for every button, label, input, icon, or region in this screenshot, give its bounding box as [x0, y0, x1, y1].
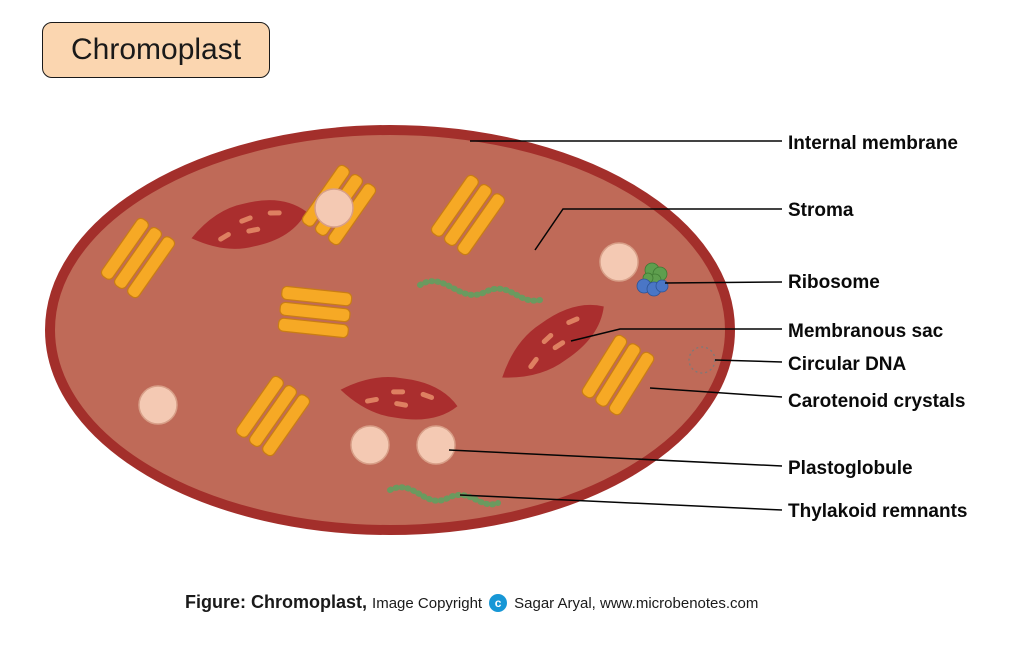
plastoglobule [315, 189, 353, 227]
label-internal_membrane: Internal membrane [788, 133, 958, 155]
plastoglobule [417, 426, 455, 464]
label-plastoglobule: Plastoglobule [788, 458, 913, 480]
cell-body [50, 130, 730, 530]
caption-copyright: Image Copyright [372, 595, 482, 612]
label-membranous_sac: Membranous sac [788, 321, 943, 343]
plastoglobule [600, 243, 638, 281]
plastoglobule [139, 386, 177, 424]
label-carotenoid: Carotenoid crystals [788, 391, 965, 413]
label-circular_dna: Circular DNA [788, 354, 906, 376]
plastoglobule [351, 426, 389, 464]
label-ribosome: Ribosome [788, 272, 880, 294]
copyright-icon: c [489, 594, 507, 612]
carotenoid-crystal [278, 286, 352, 338]
label-line-ribosome [665, 282, 782, 283]
caption-figure: Figure: Chromoplast, [185, 592, 367, 612]
label-stroma: Stroma [788, 200, 853, 222]
label-thylakoid: Thylakoid remnants [788, 501, 968, 523]
figure-caption: Figure: Chromoplast, Image Copyright c S… [185, 592, 758, 613]
caption-author: Sagar Aryal, www.microbenotes.com [514, 595, 758, 612]
